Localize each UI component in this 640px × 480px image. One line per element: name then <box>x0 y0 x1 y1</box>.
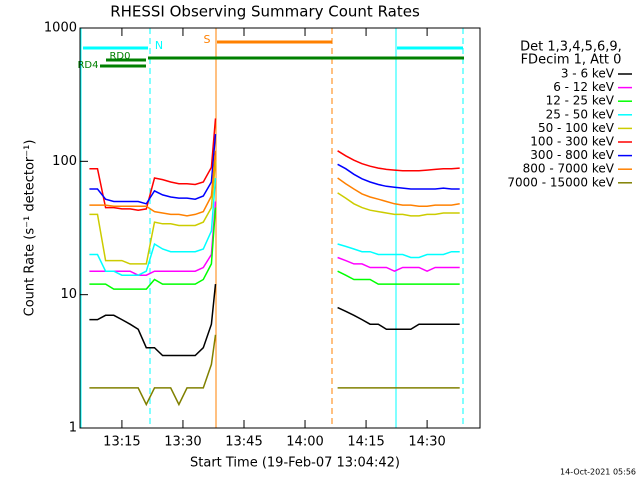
annotation: N <box>155 39 163 52</box>
legend-label: 3 - 6 keV <box>561 67 615 81</box>
state-markers: RD0 RD4 N S <box>77 28 464 428</box>
footer: 14-Oct-2021 05:56 <box>560 468 636 477</box>
legend-label: 100 - 300 keV <box>530 135 614 149</box>
annotation: RD0 <box>109 51 130 62</box>
y-tick-label: 1000 <box>44 21 77 36</box>
legend-label: 50 - 100 keV <box>538 121 615 135</box>
y-tick-label: 100 <box>52 154 77 169</box>
annotation: S <box>204 33 211 46</box>
x-tick-label: 14:30 <box>408 435 445 450</box>
legend-label: 12 - 25 keV <box>546 94 615 108</box>
series-line <box>89 177 460 276</box>
series-line <box>89 161 460 265</box>
series-line <box>89 134 460 205</box>
x-tick-label: 13:15 <box>103 435 140 450</box>
series-line <box>89 150 460 217</box>
legend-label: 25 - 50 keV <box>546 107 615 121</box>
chart-title: RHESSI Observing Summary Count Rates <box>110 3 420 21</box>
legend-label: 6 - 12 keV <box>553 80 615 94</box>
y-tick-label: 10 <box>60 287 77 302</box>
x-tick-label: 13:30 <box>164 435 201 450</box>
y-axis-label: Count Rate (s⁻¹ detector⁻¹) <box>23 140 38 317</box>
legend-label: 300 - 800 keV <box>530 148 614 162</box>
legend-label: 7000 - 15000 keV <box>507 175 614 189</box>
legend-header: FDecim 1, Att 0 <box>521 53 622 68</box>
legend-header: Det 1,3,4,5,6,9, <box>520 40 622 55</box>
annotation: RD4 <box>77 60 98 71</box>
y-tick-label: 1 <box>69 421 77 436</box>
legend-label: 800 - 7000 keV <box>523 162 615 176</box>
x-axis-label: Start Time (19-Feb-07 13:04:42) <box>190 456 400 471</box>
series-line <box>89 284 460 357</box>
plot-frame <box>79 27 481 429</box>
series-line <box>89 334 460 407</box>
x-tick-label: 14:00 <box>286 435 323 450</box>
x-tick-label: 14:15 <box>347 435 384 450</box>
series-line <box>89 207 460 290</box>
series-line <box>89 118 460 211</box>
x-tick-label: 13:45 <box>225 435 262 450</box>
